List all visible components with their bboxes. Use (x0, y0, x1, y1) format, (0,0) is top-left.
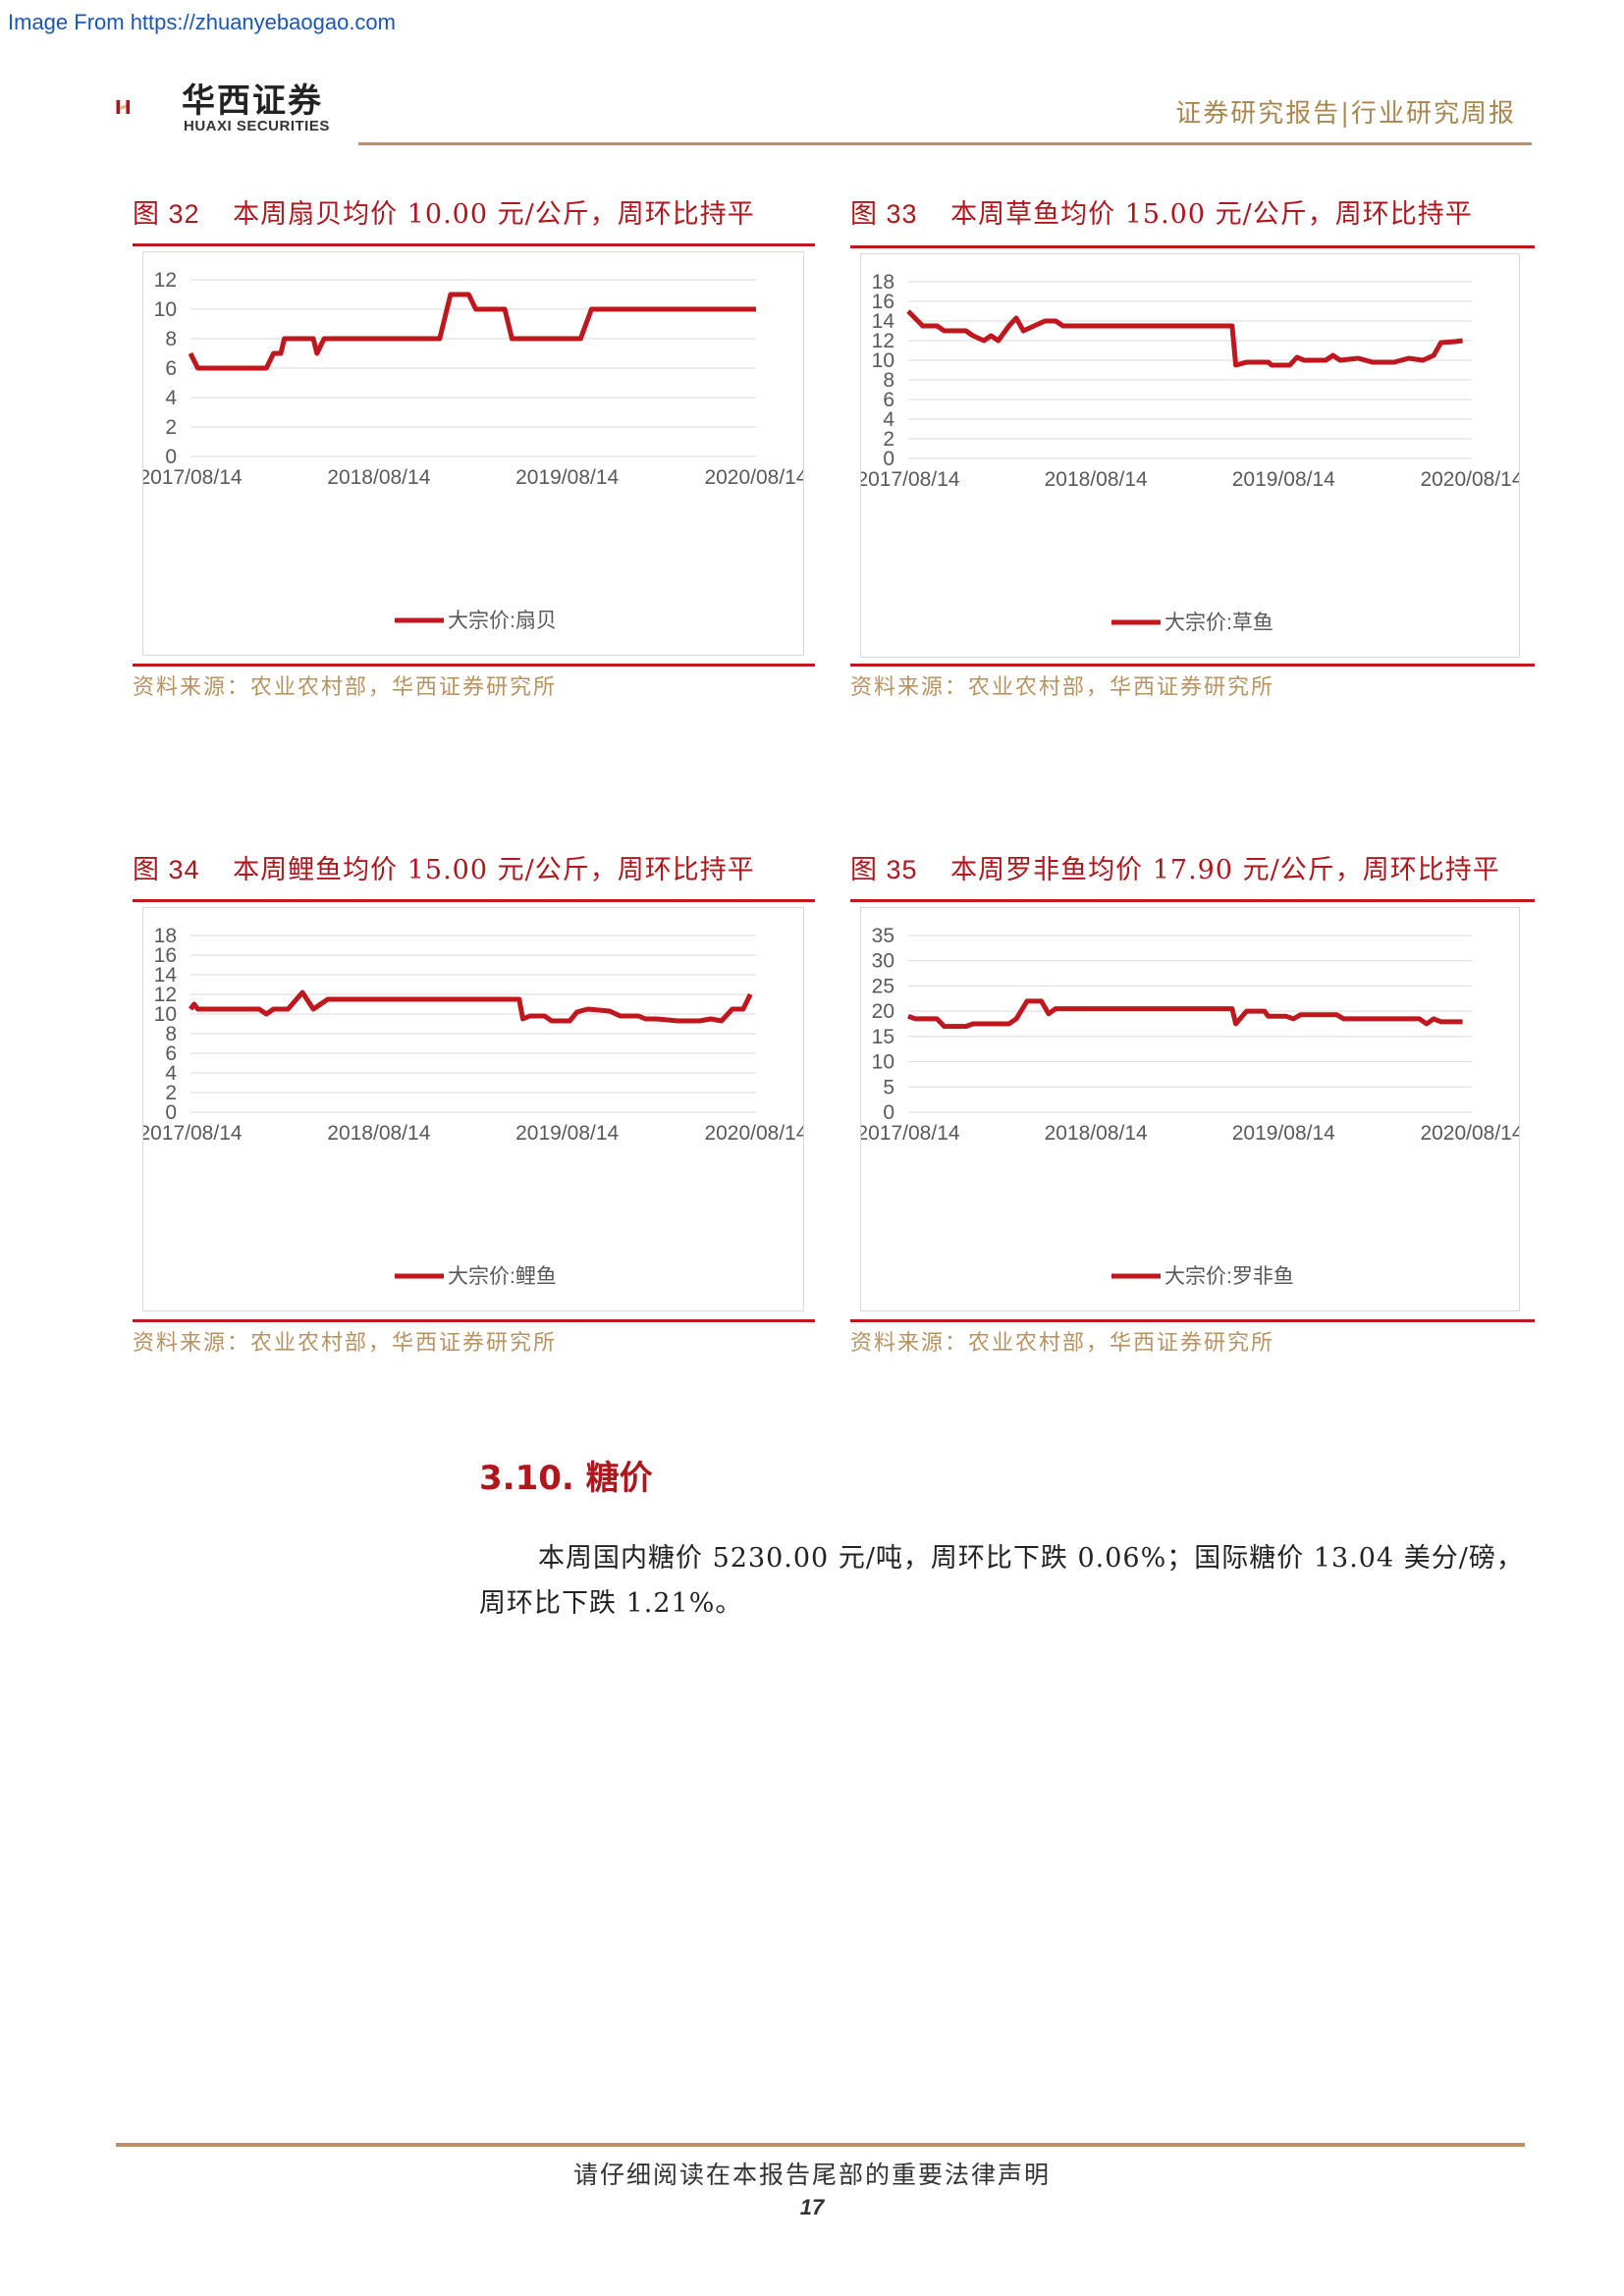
y-tick-label: 8 (165, 328, 177, 350)
y-tick-label: 2 (165, 416, 177, 439)
y-tick-label: 35 (872, 925, 894, 947)
y-tick-label: 2 (883, 428, 894, 451)
y-tick-label: 25 (872, 975, 894, 997)
y-tick-label: 20 (872, 1000, 894, 1023)
y-tick-label: 0 (883, 1101, 894, 1124)
y-tick-label: 4 (165, 387, 177, 409)
series-line (906, 309, 1463, 368)
y-tick-label: 2 (165, 1082, 177, 1104)
figure-title: 图 34 本周鲤鱼均价 15.00 元/公斤，周环比持平 (133, 855, 755, 885)
figure-source: 资料来源：农业农村部，华西证券研究所 (133, 675, 558, 700)
legend-label: 大宗价:扇贝 (448, 610, 557, 632)
watermark-url: Image From https://zhuanyebaogao.com (8, 10, 396, 34)
logo-name-en: HUAXI SECURITIES (184, 118, 330, 134)
figure-title: 图 32 本周扇贝均价 10.00 元/公斤，周环比持平 (133, 199, 755, 230)
x-tick-label: 2020/08/14 (1420, 468, 1519, 491)
y-tick-label: 10 (154, 298, 177, 321)
y-tick-label: 14 (872, 310, 895, 333)
y-tick-label: 18 (872, 271, 894, 294)
x-tick-label: 2018/08/14 (327, 466, 430, 489)
y-tick-label: 0 (165, 1101, 177, 1124)
y-tick-label: 5 (883, 1076, 894, 1098)
y-tick-label: 14 (154, 964, 178, 987)
y-tick-label: 6 (165, 357, 177, 380)
y-tick-label: 16 (154, 944, 177, 967)
series-line (907, 998, 1463, 1030)
header-divider (358, 142, 1532, 145)
y-tick-label: 15 (872, 1026, 894, 1048)
x-tick-label: 2017/08/14 (861, 1122, 960, 1145)
logo-name-cn: 华西证券 (182, 81, 323, 121)
y-tick-label: 12 (154, 984, 177, 1006)
report-type: 证券研究报告|行业研究周报 (1175, 99, 1516, 129)
y-tick-label: 12 (154, 269, 177, 292)
y-tick-label: 4 (883, 408, 894, 431)
y-tick-label: 6 (883, 389, 894, 411)
y-tick-label: 18 (154, 925, 177, 947)
x-tick-label: 2020/08/14 (1420, 1122, 1519, 1145)
y-tick-label: 0 (165, 446, 177, 468)
figure-bottom-rule (133, 664, 815, 667)
legend-label: 大宗价:罗非鱼 (1164, 1265, 1294, 1288)
footer-divider (116, 2143, 1525, 2147)
x-tick-label: 2018/08/14 (1045, 468, 1148, 491)
x-tick-label: 2017/08/14 (143, 466, 243, 489)
figure-bottom-rule (850, 1319, 1535, 1322)
y-tick-label: 8 (165, 1023, 177, 1045)
y-tick-label: 10 (154, 1003, 177, 1026)
figure-bottom-rule (850, 664, 1535, 667)
figure-title: 图 33 本周草鱼均价 15.00 元/公斤，周环比持平 (850, 199, 1473, 230)
y-tick-label: 30 (872, 950, 894, 973)
y-tick-label: 6 (165, 1042, 177, 1065)
legal-notice: 请仔细阅读在本报告尾部的重要法律声明 (572, 2161, 1051, 2189)
y-tick-label: 16 (872, 291, 894, 313)
y-tick-label: 10 (872, 349, 894, 372)
y-tick-label: 0 (883, 448, 894, 470)
x-tick-label: 2019/08/14 (1232, 468, 1335, 491)
page-number: 17 (799, 2195, 825, 2219)
chart-frame: 0 2 4 6 8 10 12 14 16 18 2017/08/14 2018/08/14 2019/… (856, 253, 1524, 658)
x-tick-label: 2017/08/14 (861, 468, 960, 491)
x-tick-label: 2018/08/14 (1045, 1122, 1148, 1145)
x-tick-label: 2019/08/14 (515, 466, 619, 489)
x-tick-label: 2017/08/14 (143, 1122, 243, 1145)
x-tick-label: 2019/08/14 (1232, 1122, 1335, 1145)
figure-source: 资料来源：农业农村部，华西证券研究所 (850, 675, 1275, 700)
figure-title: 图 35 本周罗非鱼均价 17.90 元/公斤，周环比持平 (850, 855, 1500, 885)
figure-source: 资料来源：农业农村部，华西证券研究所 (850, 1331, 1275, 1356)
chart-frame: 0 5 10 15 20 25 30 35 2017/08/14 2018/08/14 2019/0… (856, 907, 1524, 1311)
figure-top-rule (133, 243, 815, 246)
y-tick-label: 12 (872, 330, 894, 352)
figure-top-rule (133, 899, 815, 902)
y-tick-label: 8 (883, 369, 894, 392)
x-tick-label: 2019/08/14 (515, 1122, 619, 1145)
legend-label: 大宗价:鲤鱼 (448, 1265, 557, 1288)
x-tick-label: 2020/08/14 (704, 1122, 803, 1145)
figure-source: 资料来源：农业农村部，华西证券研究所 (133, 1331, 558, 1356)
x-tick-label: 2018/08/14 (327, 1122, 430, 1145)
chart-frame: 0 2 4 6 8 10 12 14 16 18 2017/08/14 2018/08/14 2019/… (138, 907, 808, 1311)
line-chart-scallop: 0 2 4 6 8 10 12 2017/08/14 2018/08/14 2019/08/14 2… (138, 269, 807, 632)
y-tick-label: 10 (872, 1051, 894, 1074)
figure-bottom-rule (133, 1319, 815, 1322)
chart-frame: 0 2 4 6 8 10 12 2017/08/14 2018/08/14 2019/08/14 2… (138, 251, 808, 656)
y-tick-label: 4 (165, 1062, 177, 1085)
figure-top-rule (850, 245, 1535, 248)
section-paragraph: 本周国内糖价 5230.00 元/吨，周环比下跌 0.06%；国际糖价 13.0… (479, 1543, 1524, 1619)
series-line (188, 292, 756, 371)
x-tick-label: 2020/08/14 (704, 466, 803, 489)
section-title: 3.10. 糖价 (479, 1459, 653, 1498)
series-line (188, 989, 753, 1024)
figure-top-rule (850, 899, 1535, 902)
legend-label: 大宗价:草鱼 (1164, 612, 1273, 634)
huaxi-logo (116, 99, 131, 115)
